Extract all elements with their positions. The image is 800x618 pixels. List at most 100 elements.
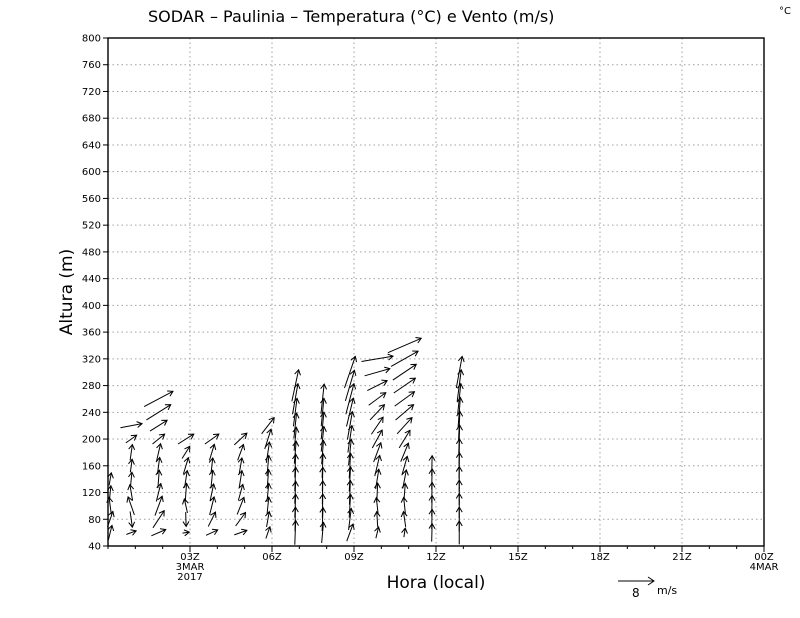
wind-vector-head: [208, 456, 216, 464]
wind-vector: [205, 528, 219, 536]
x-tick-year: 2017: [177, 572, 202, 583]
wind-vector-head: [373, 496, 381, 504]
y-tick-label: 200: [82, 435, 101, 446]
wind-vector-shaft: [293, 413, 298, 439]
wind-vector-shaft: [208, 444, 215, 461]
wind-vector-head: [374, 526, 381, 533]
wind-vector-shaft: [344, 370, 355, 402]
wind-vector-shaft: [346, 411, 353, 440]
wind-vector-shaft: [401, 456, 408, 476]
wind-vector-shaft: [266, 455, 270, 477]
y-tick-label: 360: [82, 328, 101, 339]
wind-vector-head: [182, 497, 189, 505]
wind-vector-head: [108, 510, 115, 518]
wind-vector: [265, 441, 273, 463]
wind-vector: [394, 391, 416, 407]
wind-vector: [346, 479, 354, 505]
wind-vector-head: [167, 390, 174, 397]
x-tick-label: 18Z: [590, 552, 610, 563]
wind-vector: [233, 432, 248, 446]
wind-vector-head: [428, 454, 436, 461]
wind-vector-shaft: [375, 469, 380, 490]
wind-vector-head: [127, 483, 135, 491]
wind-vector: [236, 496, 246, 515]
y-tick-label: 320: [82, 354, 101, 365]
wind-vector-shaft: [266, 483, 270, 502]
wind-vector-head: [209, 443, 217, 451]
wind-vector-head: [387, 353, 394, 361]
wind-vector-shaft: [458, 411, 461, 441]
wind-vector-head: [320, 411, 327, 418]
wind-vector-shaft: [396, 417, 413, 435]
wind-vector-shaft: [395, 404, 414, 421]
wind-vector: [369, 403, 386, 421]
wind-vector: [234, 528, 248, 536]
wind-vector-head: [264, 496, 272, 503]
wind-vector: [143, 390, 174, 408]
wind-vector: [156, 442, 163, 462]
wind-vector-shaft: [155, 483, 162, 502]
wind-vector-head: [159, 528, 167, 535]
wind-vector: [344, 369, 357, 402]
wind-vector: [428, 454, 436, 476]
y-tick-label: 440: [82, 274, 101, 285]
wind-vector: [393, 377, 417, 394]
wind-vector-head: [126, 495, 133, 503]
wind-vector: [292, 493, 299, 518]
wind-vector-shaft: [129, 484, 134, 501]
wind-vector-head: [319, 521, 327, 528]
wind-vector-head: [320, 397, 327, 404]
wind-vector: [456, 410, 464, 441]
wind-vector-shaft: [348, 466, 352, 492]
wind-vector-shaft: [107, 525, 113, 540]
wind-vector: [374, 454, 382, 477]
wind-vector: [208, 456, 216, 474]
x-tick-label: 06Z: [262, 552, 282, 563]
wind-vector-shaft: [455, 356, 463, 389]
wind-vector-shaft: [181, 446, 191, 459]
wind-vector-head: [415, 337, 423, 344]
wind-vector-head: [107, 524, 115, 532]
y-tick-label: 640: [82, 140, 101, 151]
wind-vector-head: [264, 468, 272, 475]
wind-vector: [387, 337, 423, 354]
wind-vector-shaft: [387, 337, 422, 354]
wind-vector-shaft: [108, 497, 112, 515]
wind-vector: [237, 443, 246, 461]
wind-vector-head: [237, 456, 245, 464]
wind-vector-head: [157, 495, 164, 503]
wind-vector-head: [346, 493, 354, 500]
wind-vector-head: [402, 468, 409, 476]
wind-vector-shaft: [348, 453, 352, 479]
wind-vector-head: [400, 496, 408, 503]
wind-vector-shaft: [320, 426, 325, 452]
y-tick-label: 80: [88, 515, 101, 526]
wind-vector-head: [183, 529, 191, 537]
wind-vector: [392, 363, 418, 381]
wind-vector-head: [376, 429, 383, 436]
wind-vector: [401, 455, 410, 476]
wind-vector-shaft: [320, 412, 325, 440]
wind-vector-shaft: [129, 511, 133, 528]
wind-vector: [368, 392, 387, 406]
wind-vector-head: [107, 471, 114, 479]
wind-vector-head: [136, 421, 143, 428]
wind-vector-head: [182, 521, 190, 528]
wind-vector-shaft: [390, 350, 419, 367]
plot-frame: [107, 37, 765, 547]
x-tick-date: 4MAR: [750, 562, 779, 573]
wind-vector-head: [384, 366, 391, 374]
wind-vector-shaft: [109, 485, 112, 500]
wind-vector-shaft: [130, 472, 133, 487]
y-tick-label: 520: [82, 221, 101, 232]
wind-vector: [128, 511, 136, 529]
wind-vector-head: [320, 383, 328, 390]
reference-vector-value: 8: [632, 586, 640, 600]
wind-vector: [400, 442, 410, 462]
wind-vector-head: [294, 368, 301, 376]
wind-vector-head: [379, 392, 387, 399]
wind-vector-shaft: [146, 404, 171, 421]
wind-vector-head: [375, 441, 383, 449]
wind-vector: [395, 404, 415, 421]
wind-vector: [183, 469, 190, 488]
